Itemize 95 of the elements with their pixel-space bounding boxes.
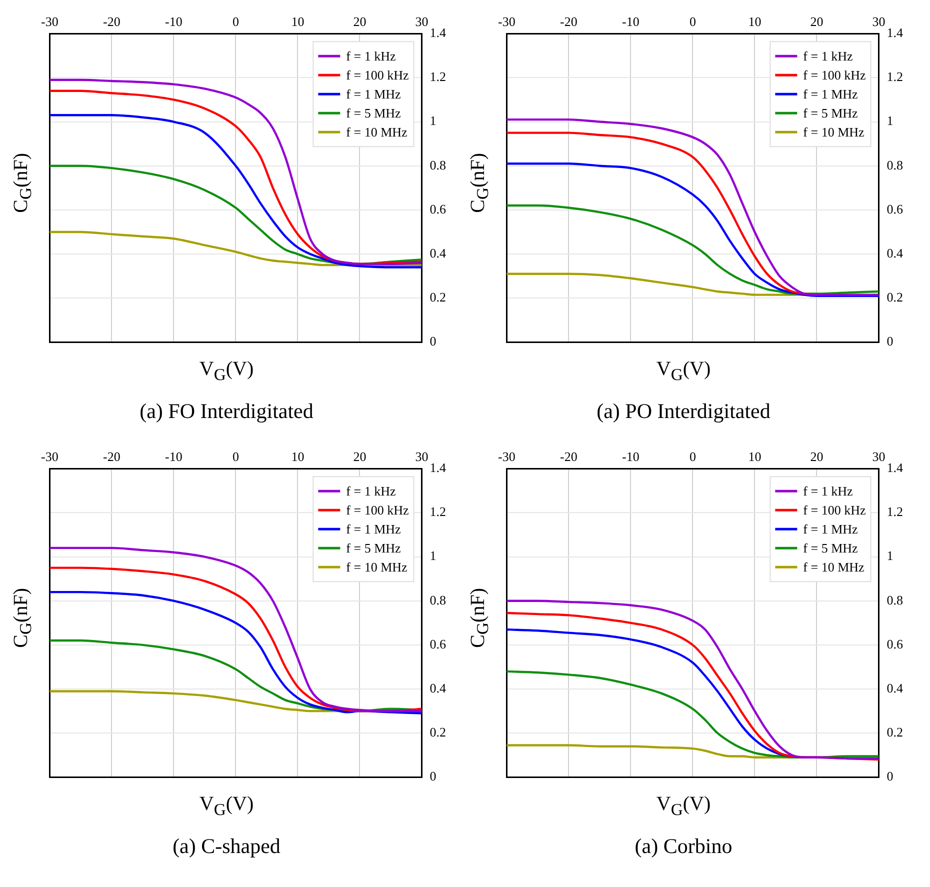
x-tick-label: 10 <box>748 449 762 464</box>
x-tick-label: -10 <box>622 14 640 30</box>
y-tick-label: 1 <box>886 548 894 564</box>
x-tick-label: 20 <box>353 449 366 464</box>
x-tick-label: -30 <box>40 449 58 464</box>
legend-label: f = 5 MHz <box>346 106 402 121</box>
x-tick-label: 0 <box>689 449 696 464</box>
x-axis-title: V$_{G}$(V) <box>198 793 255 820</box>
x-tick-label: -20 <box>560 449 578 464</box>
x-tick-label: 30 <box>872 14 886 30</box>
y-tick-label: 0 <box>886 768 894 784</box>
legend-label: f = 5 MHz <box>346 540 402 556</box>
y-tick-label: 0.4 <box>430 245 446 260</box>
x-tick-label: 0 <box>232 14 239 30</box>
x-tick-label: 20 <box>810 449 824 464</box>
legend-label: f = 10 MHz <box>803 124 865 140</box>
x-tick-label: 10 <box>748 14 762 30</box>
y-tick-label: 1.4 <box>430 460 446 476</box>
y-tick-label: 0.6 <box>430 201 446 216</box>
y-tick-label: 0 <box>430 334 436 349</box>
y-tick-label: 1.2 <box>430 69 446 84</box>
x-tick-label: 30 <box>872 449 886 464</box>
legend-label: f = 100 kHz <box>346 68 409 83</box>
x-tick-label: 10 <box>291 449 304 464</box>
x-tick-label: -30 <box>498 14 516 30</box>
x-tick-label: -20 <box>103 449 120 464</box>
legend-label: f = 100 kHz <box>803 68 866 83</box>
line-series <box>506 670 879 758</box>
legend-label: f = 100 kHz <box>803 502 866 518</box>
line-series <box>50 590 422 714</box>
y-tick-label: 0.2 <box>430 724 446 740</box>
y-tick-label: 1.2 <box>886 69 903 84</box>
legend-label: f = 10 MHz <box>346 124 408 140</box>
legend-label: f = 5 MHz <box>803 106 858 121</box>
line-series <box>50 164 422 266</box>
legend-label: f = 1 kHz <box>346 48 396 64</box>
legend-label: f = 1 MHz <box>346 522 402 537</box>
y-tick-label: 1 <box>886 113 894 128</box>
x-axis-title: V$_{G}$(V) <box>655 793 712 820</box>
y-tick-label: 1.4 <box>886 25 904 40</box>
y-tick-label: 1.4 <box>886 460 904 476</box>
x-tick-label: -30 <box>40 14 58 30</box>
line-series <box>506 118 879 296</box>
text: (a) FO Interdigitated <box>138 399 314 424</box>
legend-label: f = 1 kHz <box>803 48 853 64</box>
y-tick-label: 1.2 <box>430 504 446 520</box>
x-tick-label: 30 <box>415 449 428 464</box>
x-tick-label: 20 <box>353 14 366 30</box>
legend-label: f = 1 MHz <box>346 86 402 102</box>
y-tick-label: 0.2 <box>886 724 903 740</box>
y-tick-label: 0.2 <box>886 290 903 305</box>
legend-label: f = 10 MHz <box>803 560 865 575</box>
legend-label: f = 1 MHz <box>803 86 858 102</box>
y-tick-label: 1.2 <box>886 504 903 520</box>
x-tick-label: -10 <box>165 14 182 30</box>
y-tick-label: 0.8 <box>886 157 903 172</box>
legend-label: f = 100 kHz <box>346 502 409 518</box>
y-tick-label: 0.6 <box>886 636 904 652</box>
legend-label: f = 1 kHz <box>803 484 853 499</box>
y-tick-label: 0.2 <box>430 290 446 305</box>
legend-label: f = 1 MHz <box>803 522 858 537</box>
y-tick-label: 0.4 <box>430 680 446 696</box>
x-tick-label: 20 <box>810 14 824 30</box>
legend-label: f = 5 MHz <box>803 540 858 556</box>
text: (a) Corbino <box>634 834 734 859</box>
text: (a) C-shaped <box>172 834 282 859</box>
y-tick-label: 0.8 <box>430 592 446 608</box>
y-tick-label: 0.8 <box>886 592 903 608</box>
x-tick-label: -10 <box>622 449 640 464</box>
x-axis-title: V$_{G}$(V) <box>198 358 255 385</box>
x-tick-label: 30 <box>415 14 428 30</box>
x-tick-label: -20 <box>560 14 578 30</box>
legend-label: f = 10 MHz <box>346 560 408 575</box>
y-tick-label: 0 <box>430 768 436 784</box>
y-tick-label: 0.6 <box>886 201 904 216</box>
x-axis-title: V$_{G}$(V) <box>655 358 712 385</box>
line-series <box>50 230 422 266</box>
x-tick-label: -20 <box>103 14 120 30</box>
line-series <box>506 204 879 295</box>
y-tick-label: 1.4 <box>430 25 446 40</box>
y-tick-label: 0.6 <box>430 636 446 652</box>
y-tick-label: 0.4 <box>886 680 904 696</box>
line-series <box>506 162 879 298</box>
legend-label: f = 1 kHz <box>346 484 396 499</box>
y-tick-label: 0 <box>886 334 894 349</box>
y-tick-label: 0.8 <box>430 157 446 172</box>
y-tick-label: 1 <box>430 548 436 564</box>
y-tick-label: 0.4 <box>886 245 904 260</box>
x-tick-label: 0 <box>232 449 239 464</box>
x-tick-label: -30 <box>498 449 516 464</box>
y-tick-label: 1 <box>430 113 436 128</box>
text: (a) PO Interdigitated <box>596 399 772 424</box>
x-tick-label: 0 <box>689 14 696 30</box>
x-tick-label: -10 <box>165 449 182 464</box>
x-tick-label: 10 <box>291 14 304 30</box>
